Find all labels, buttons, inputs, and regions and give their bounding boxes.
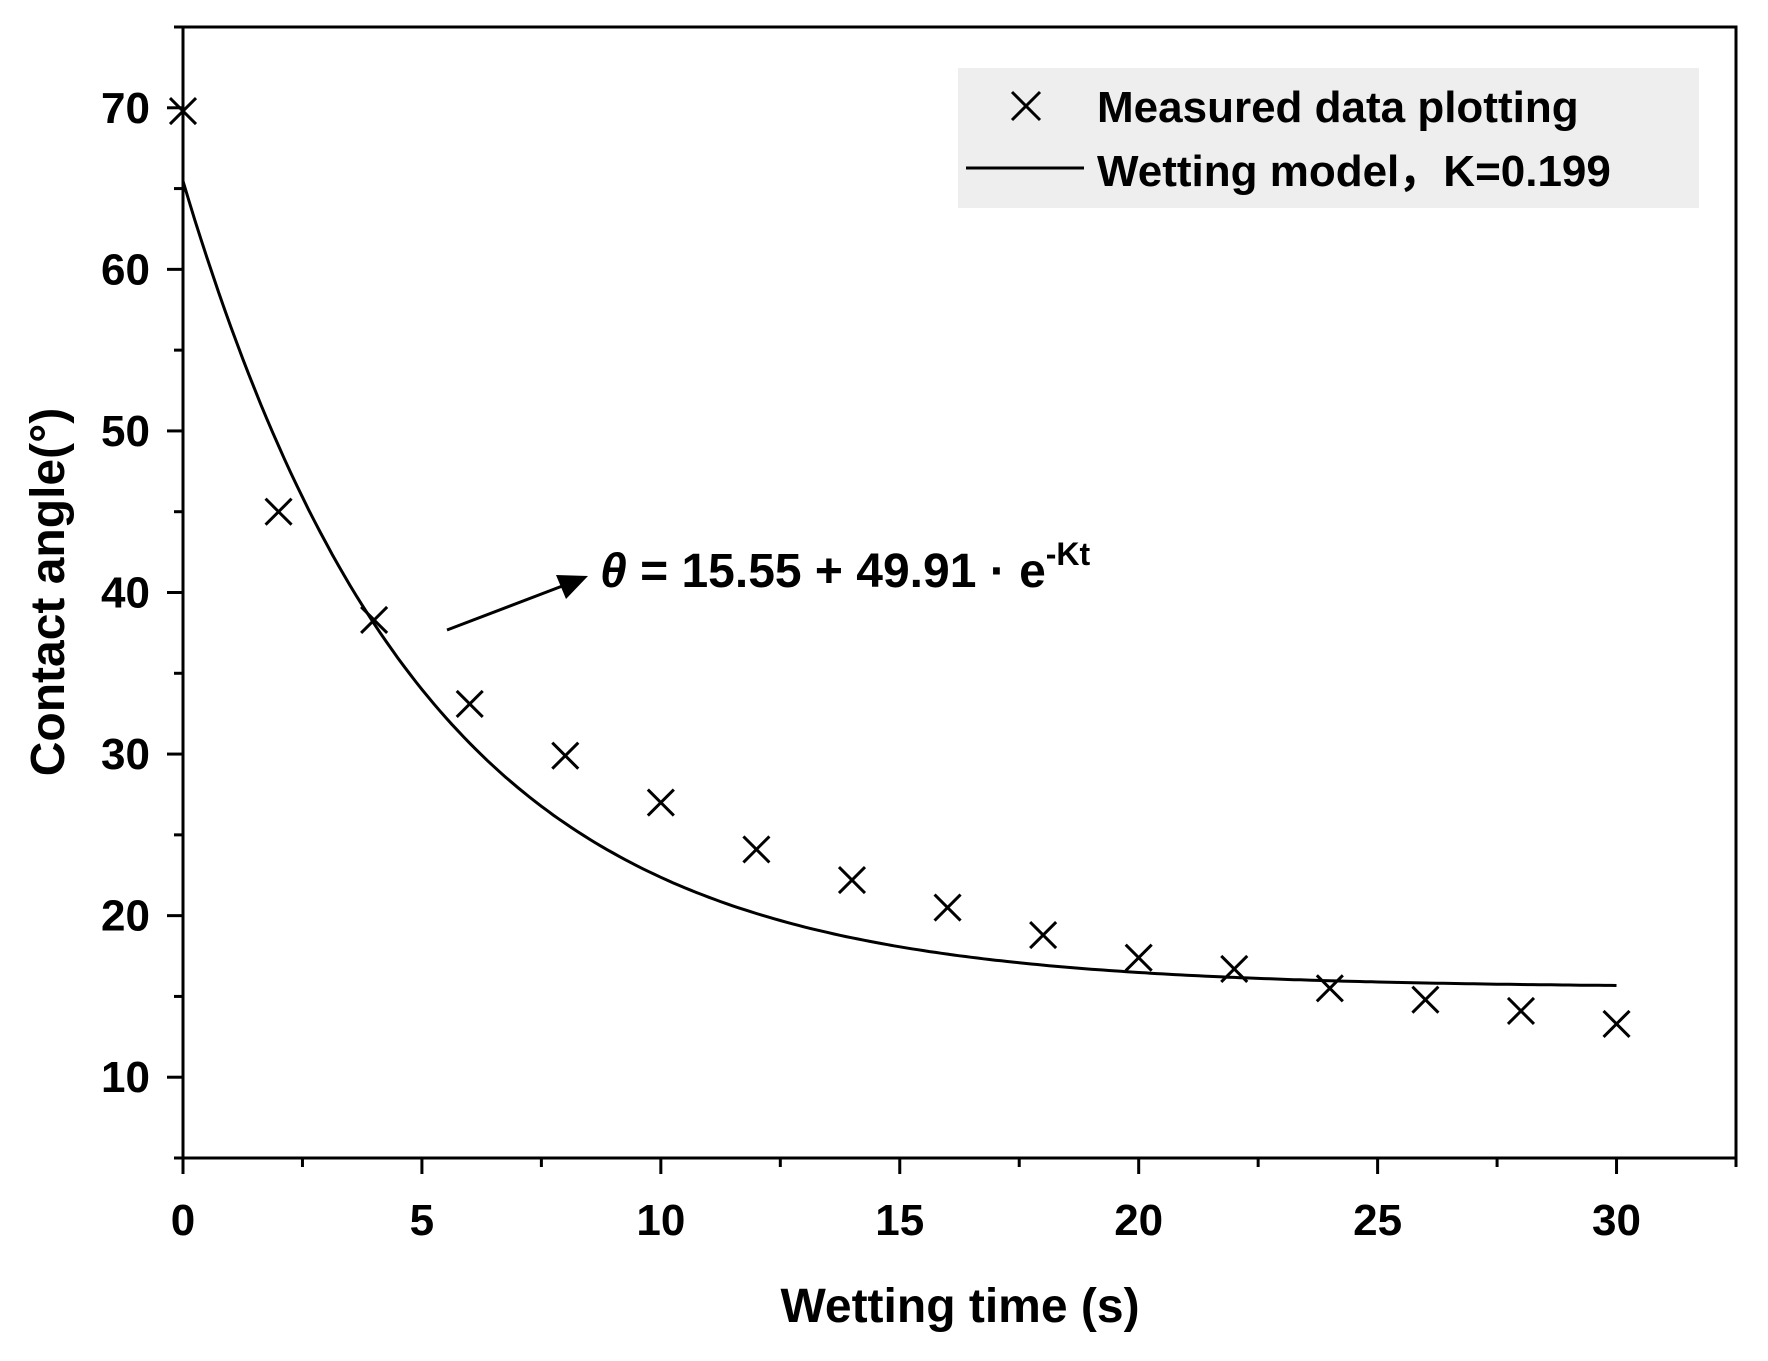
legend: Measured data plotting Wetting model，K=0… bbox=[958, 68, 1699, 208]
x-tick-label: 10 bbox=[636, 1196, 685, 1245]
x-tick-label: 25 bbox=[1353, 1196, 1402, 1245]
y-tick-label: 30 bbox=[101, 730, 150, 779]
data-point-marker bbox=[837, 866, 867, 895]
data-point-marker bbox=[1029, 920, 1058, 950]
y-tick-label: 70 bbox=[101, 84, 150, 133]
data-point-marker bbox=[360, 605, 389, 635]
x-axis-title: Wetting time (s) bbox=[780, 1280, 1139, 1333]
y-tick-label: 10 bbox=[101, 1053, 150, 1102]
data-point-marker bbox=[1411, 985, 1440, 1014]
x-tick-label: 0 bbox=[171, 1196, 195, 1245]
axes: 0 5 10 15 20 25 30 10 20 30 40 50 60 70 bbox=[101, 25, 1738, 1245]
y-tick-label: 20 bbox=[101, 892, 150, 941]
equation-body: = 15.55 + 49.91 · e bbox=[627, 545, 1046, 598]
data-point-marker bbox=[1220, 954, 1249, 984]
data-point-marker bbox=[455, 689, 484, 719]
x-tick-label: 30 bbox=[1592, 1196, 1641, 1245]
legend-marker-x-icon bbox=[1010, 90, 1042, 122]
equation-annotation: θ = 15.55 + 49.91 · e-Kt bbox=[446, 536, 1091, 632]
data-point-marker bbox=[742, 835, 771, 864]
legend-label-measured: Measured data plotting bbox=[1097, 83, 1579, 132]
data-point-marker bbox=[1602, 1009, 1631, 1038]
data-point-marker bbox=[1506, 996, 1536, 1026]
equation-exponent: -Kt bbox=[1046, 536, 1091, 572]
annotation-arrow-head bbox=[556, 575, 588, 599]
data-point-marker bbox=[646, 788, 675, 817]
legend-box bbox=[958, 68, 1699, 208]
measured-markers bbox=[168, 96, 1631, 1038]
model-equation: θ = 15.55 + 49.91 · e-Kt bbox=[600, 536, 1091, 598]
x-tick-label: 20 bbox=[1114, 1196, 1163, 1245]
data-point-marker bbox=[551, 741, 580, 770]
legend-label-model: Wetting model，K=0.199 bbox=[1097, 147, 1611, 196]
y-axis-title: Contact angle(°) bbox=[22, 408, 75, 777]
x-tick-label: 5 bbox=[410, 1196, 434, 1245]
annotation-arrow-line bbox=[446, 583, 566, 632]
legend-model-name: Wetting model bbox=[1097, 147, 1399, 196]
data-point-marker bbox=[168, 96, 198, 126]
data-point-marker bbox=[933, 893, 962, 922]
model-curve bbox=[181, 180, 1617, 987]
data-point-marker bbox=[264, 497, 293, 526]
data-point-marker bbox=[1315, 974, 1344, 1003]
equation-theta: θ bbox=[600, 545, 627, 598]
data-point-marker bbox=[1124, 943, 1153, 972]
y-tick-label: 40 bbox=[101, 569, 150, 618]
y-tick-label: 50 bbox=[101, 407, 150, 456]
x-tick-label: 15 bbox=[875, 1196, 924, 1245]
y-tick-label: 60 bbox=[101, 245, 150, 294]
legend-model-k: ，K=0.199 bbox=[1399, 147, 1611, 196]
